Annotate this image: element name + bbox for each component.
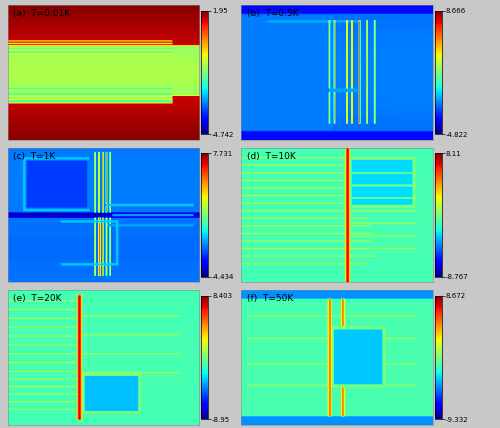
Text: (d)  T=10K: (d) T=10K bbox=[247, 152, 296, 160]
Text: (e)  T=20K: (e) T=20K bbox=[13, 294, 62, 303]
Text: (a)  T=0.01K: (a) T=0.01K bbox=[13, 9, 70, 18]
Text: (f)  T=50K: (f) T=50K bbox=[247, 294, 293, 303]
Text: (b)  T=0.5K: (b) T=0.5K bbox=[247, 9, 298, 18]
Text: (c)  T=1K: (c) T=1K bbox=[13, 152, 56, 160]
